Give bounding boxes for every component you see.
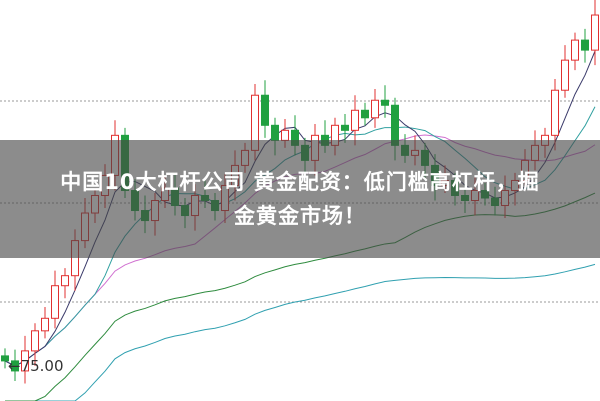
- candle-body: [281, 129, 289, 141]
- candle-body: [41, 317, 49, 332]
- candle-body: [31, 330, 39, 352]
- candle-body: [351, 109, 359, 131]
- candle-body: [1, 355, 9, 362]
- candle-body: [371, 99, 379, 119]
- headline-banner: 中国10大杠杆公司 黄金配资：低门槛高杠杆，掘 金黄金市场！: [0, 140, 600, 258]
- headline-line2: 金黄金市场！: [234, 204, 366, 228]
- candle-body: [61, 275, 69, 287]
- candle-body: [11, 360, 19, 372]
- ma120-line: [5, 263, 596, 401]
- candle-body: [561, 59, 569, 91]
- candle-body: [381, 99, 389, 106]
- candle-body: [551, 89, 559, 136]
- candle-body: [271, 124, 279, 141]
- headline-line1: 中国10大杠杆公司 黄金配资：低门槛高杠杆，掘: [60, 170, 540, 194]
- candle-body: [571, 39, 579, 61]
- candle-body: [261, 94, 269, 126]
- candle-body: [581, 39, 589, 51]
- candle-body: [51, 285, 59, 319]
- candle-body: [341, 124, 349, 131]
- price-label: ←75.00: [8, 357, 64, 375]
- candle-body: [591, 14, 599, 51]
- candle-body: [21, 350, 29, 372]
- candle-body: [361, 109, 369, 119]
